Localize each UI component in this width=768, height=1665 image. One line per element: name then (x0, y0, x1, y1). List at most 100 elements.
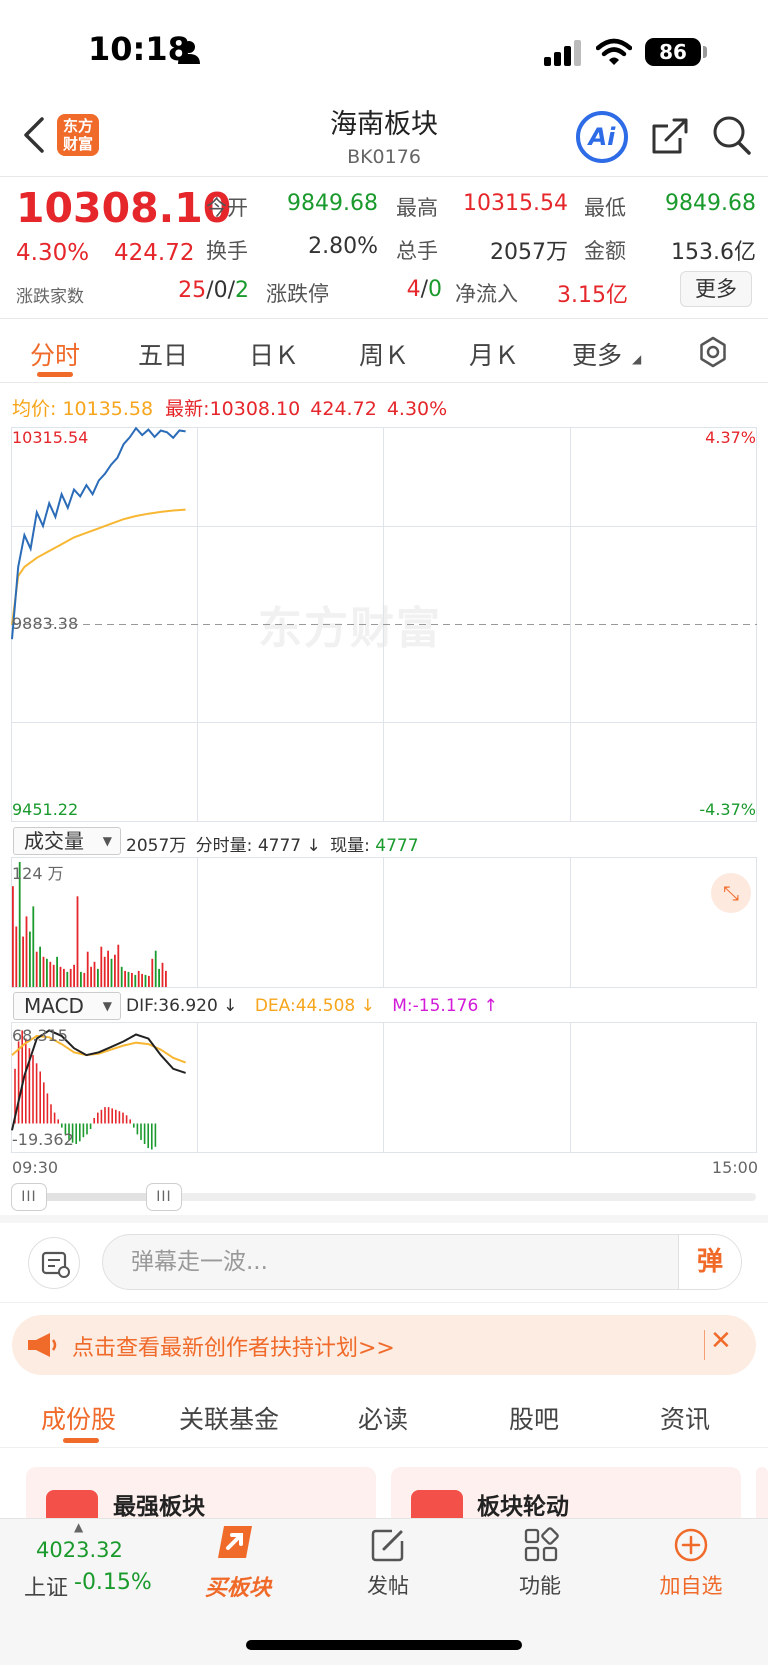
functions-label[interactable]: 功能 (519, 1574, 561, 1598)
now-volume-label: 现量: (330, 836, 370, 856)
logo-line1: 东方 (62, 117, 93, 135)
price-line (11, 426, 186, 640)
volume-info: 2057万 分时量: 4777 ↓ 现量: 4777 (126, 831, 419, 856)
megaphone-icon (28, 1333, 57, 1357)
danmaku-settings-icon (41, 1251, 70, 1278)
index-change[interactable]: -0.15% (74, 1570, 152, 1595)
nav-divider (0, 176, 768, 177)
functions-grid-icon[interactable] (523, 1527, 559, 1563)
expand-chart-button[interactable]: ⤡ (711, 873, 751, 913)
limit-count: 4/0 (407, 277, 442, 302)
promo-text[interactable]: 点击查看最新创作者扶持计划>> (72, 1336, 395, 1361)
tab-intraday[interactable]: 分时 (30, 341, 81, 370)
subtab-indicator (63, 1438, 99, 1443)
index-up-arrow-icon: ▲ (74, 1520, 84, 1534)
range-handle-right[interactable]: III (146, 1183, 182, 1211)
close-icon[interactable]: ✕ (710, 1326, 732, 1356)
tab-weekly-k[interactable]: 周Ｋ (359, 341, 410, 370)
status-time: 10:18 (88, 30, 190, 68)
index-name[interactable]: 上证 (24, 1576, 69, 1601)
latest-pct: 4.30% (386, 398, 448, 420)
subtab-must-read[interactable]: 必读 (358, 1405, 409, 1434)
promo-separator (704, 1330, 705, 1360)
card-partial[interactable] (756, 1467, 768, 1527)
add-watchlist-label[interactable]: 加自选 (659, 1574, 723, 1598)
share-icon[interactable] (650, 116, 690, 156)
low-value: 9849.68 (665, 191, 756, 216)
back-arrow-icon[interactable] (22, 116, 46, 154)
volume-bar (15, 926, 18, 987)
tab-more-arrow-icon: ◢ (632, 352, 642, 366)
subtab-related-funds[interactable]: 关联基金 (179, 1405, 280, 1434)
volume-bar (52, 964, 55, 987)
tabs-divider (0, 382, 768, 383)
volume-bar (110, 958, 113, 987)
volume-bar (86, 951, 89, 987)
volume-bar (117, 944, 120, 987)
wifi-icon (596, 38, 632, 65)
danmaku-divider (0, 1302, 768, 1303)
flat-count: 0 (213, 278, 228, 303)
volume-bar (66, 971, 69, 987)
tab-more[interactable]: 更多 (572, 341, 623, 370)
volume-bar (18, 862, 21, 987)
subtab-constituents[interactable]: 成份股 (41, 1405, 117, 1434)
ai-button[interactable]: Ai (576, 111, 628, 163)
macd-indicator-select[interactable]: MACD ▼ (13, 992, 121, 1020)
range-track[interactable] (14, 1193, 756, 1201)
latest-change: 424.72 (310, 398, 377, 420)
subtab-forum[interactable]: 股吧 (509, 1405, 560, 1434)
tab-daily-k[interactable]: 日Ｋ (249, 341, 300, 370)
y-axis-mid-label: 9883.38 (12, 614, 79, 633)
subtabs-divider (0, 1447, 768, 1448)
volume-bar (76, 896, 79, 987)
rise-fall-count: 25/0/2 (178, 278, 249, 303)
y-axis-top-label: 10315.54 (12, 428, 89, 447)
tick-volume-value: 4777 (257, 836, 302, 856)
dif-line (11, 1029, 186, 1131)
battery-tip (703, 46, 707, 58)
add-watchlist-icon[interactable] (673, 1527, 709, 1563)
search-icon[interactable] (712, 115, 752, 157)
volume-indicator-select[interactable]: 成交量 ▼ (13, 827, 121, 855)
post-edit-icon[interactable] (370, 1527, 406, 1563)
volume-bar (97, 968, 99, 987)
more-quote-button[interactable]: 更多 (680, 271, 752, 307)
signal-icon (544, 40, 581, 66)
index-value[interactable]: 4023.32 (36, 1538, 123, 1562)
current-price: 10308.10 (16, 184, 232, 232)
buy-sector-label[interactable]: 买板块 (204, 1576, 271, 1601)
person-icon (178, 41, 200, 64)
volume-bar (46, 958, 48, 987)
promo-banner[interactable] (12, 1315, 756, 1375)
macd-info: DIF:36.920 ↓ DEA:44.508 ↓ M:-15.176 ↑ (126, 996, 498, 1016)
volume-arrow: ↓ (306, 836, 321, 856)
tab-five-day[interactable]: 五日 (138, 341, 189, 370)
buy-sector-icon[interactable] (214, 1522, 258, 1562)
volume-bar (137, 970, 140, 987)
dropdown-arrow-icon: ▼ (102, 999, 112, 1013)
chart-bottom-divider (0, 1215, 768, 1223)
range-handle-left[interactable]: III (11, 1183, 47, 1211)
tab-monthly-k[interactable]: 月Ｋ (469, 341, 520, 370)
volume-bar (151, 958, 154, 987)
danmaku-toggle-button[interactable] (28, 1237, 80, 1289)
danmaku-input[interactable]: 弹幕走一波... (102, 1234, 742, 1290)
volume-bar (73, 964, 75, 987)
volume-value: 2057万 (490, 240, 568, 265)
danmaku-send-button[interactable]: 弹 (678, 1235, 741, 1289)
high-value: 10315.54 (463, 191, 568, 216)
limit-up-count: 4 (406, 277, 421, 302)
tab-indicator (37, 372, 73, 377)
volume-bar (22, 936, 24, 987)
x-axis-start-label: 09:30 (12, 1158, 59, 1177)
settings-gear-icon[interactable] (697, 336, 729, 368)
post-label[interactable]: 发帖 (367, 1574, 409, 1598)
subtab-news[interactable]: 资讯 (660, 1405, 711, 1434)
limit-label: 涨跌停 (266, 282, 329, 306)
volume-label: 总手 (396, 239, 438, 263)
volume-bar (93, 961, 96, 987)
volume-bar (114, 954, 116, 987)
card-sector-rotation-title: 板块轮动 (477, 1494, 569, 1520)
quote-divider (0, 318, 768, 319)
